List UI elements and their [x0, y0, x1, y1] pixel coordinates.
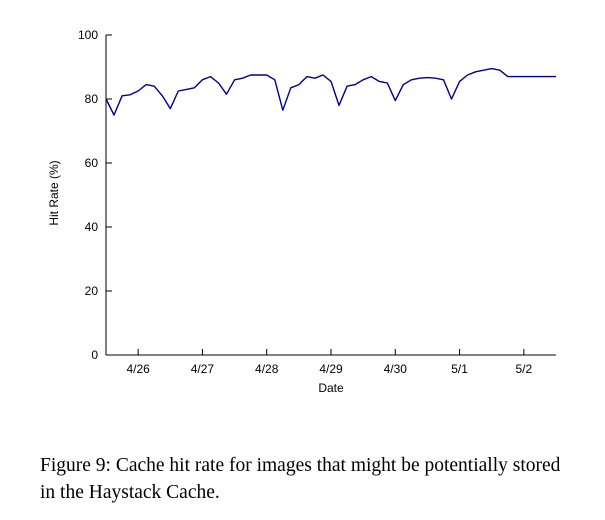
- y-tick-label: 20: [85, 284, 99, 298]
- figure-caption: Figure 9: Cache hit rate for images that…: [40, 455, 561, 503]
- x-tick-label: 5/2: [516, 362, 533, 376]
- x-tick-label: 4/27: [191, 362, 215, 376]
- y-tick-label: 60: [85, 156, 99, 170]
- x-tick-label: 4/30: [384, 362, 408, 376]
- y-tick-label: 80: [85, 92, 99, 106]
- x-axis-title: Date: [318, 381, 344, 395]
- y-tick-label: 100: [78, 28, 98, 42]
- y-tick-label: 40: [85, 220, 99, 234]
- x-tick-label: 5/1: [451, 362, 468, 376]
- plot-area: [105, 67, 556, 116]
- series-line: [105, 67, 556, 116]
- chart: 0 20 40 60 80 100 4/26 4/27 4/28 4/29 4/30 5/1 5/2 D…: [47, 28, 556, 395]
- chart-ticks: 0 20 40 60 80 100 4/26 4/27 4/28 4/29 4/30 5/1 5/2: [78, 28, 533, 376]
- y-axis-title: Hit Rate (%): [47, 160, 61, 225]
- x-tick-label: 4/26: [126, 362, 150, 376]
- x-tick-label: 4/29: [319, 362, 343, 376]
- x-tick-label: 4/28: [255, 362, 279, 376]
- y-tick-label: 0: [91, 348, 98, 362]
